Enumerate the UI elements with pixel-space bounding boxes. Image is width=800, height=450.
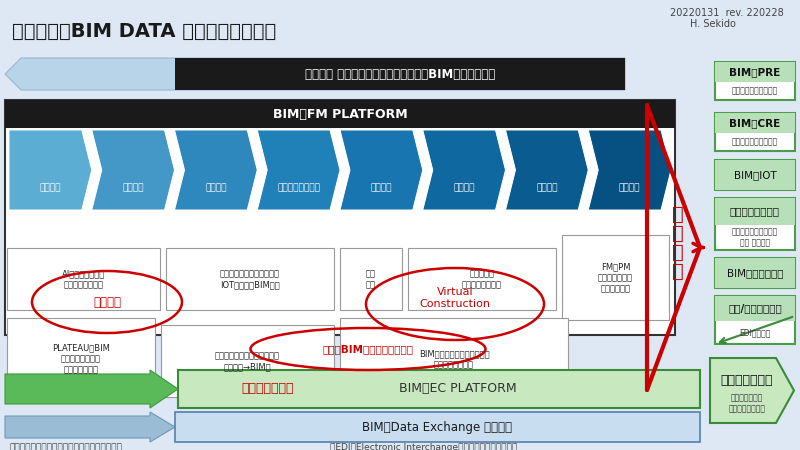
Text: BIMデータのものづくり活用
鉄筋加工連携など: BIMデータのものづくり活用 鉄筋加工連携など [418, 349, 490, 369]
Text: 統合的不動産評価: 統合的不動産評価 [730, 207, 780, 216]
Bar [715, 62, 795, 82]
Bar [408, 248, 556, 310]
Text: H. Sekido: H. Sekido [690, 19, 736, 29]
Polygon shape [710, 358, 794, 423]
Text: 合意形成: 合意形成 [93, 296, 121, 309]
Bar [161, 325, 334, 397]
Bar [715, 296, 795, 344]
Text: AIによる共同住宅
事業計画システム: AIによる共同住宅 事業計画システム [62, 269, 105, 289]
Bar [7, 248, 160, 310]
Text: 設計施工 維持管理全プロセスにおけるBIMデータの活用: 設計施工 維持管理全プロセスにおけるBIMデータの活用 [305, 68, 495, 81]
Text: アプリ大量生成
サービスの多角化: アプリ大量生成 サービスの多角化 [729, 393, 766, 414]
Bar [175, 412, 700, 442]
Bar [715, 113, 795, 133]
Polygon shape [174, 130, 258, 210]
Bar [715, 258, 795, 288]
Text: FM＋PM
ライフサイクル
マネジメント: FM＋PM ライフサイクル マネジメント [598, 262, 633, 293]
Polygon shape [506, 130, 588, 210]
Text: コンソーシアム: コンソーシアム [242, 382, 294, 396]
Bar [340, 318, 568, 400]
Text: BIM－不動産鑑定: BIM－不動産鑑定 [726, 268, 783, 278]
Text: PLATEAU＋BIM
都市的課題と個別
建築の同時検討: PLATEAU＋BIM 都市的課題と個別 建築の同時検討 [52, 343, 110, 374]
Text: シミュレーション: シミュレーション [277, 183, 320, 192]
Text: BIM－IOT: BIM－IOT [734, 170, 776, 180]
Bar [5, 100, 675, 335]
Bar [175, 58, 625, 90]
Bar [715, 198, 795, 225]
Text: 金融/物流との連携: 金融/物流との連携 [728, 303, 782, 314]
Text: ＊グラデーションの濃淡は進捗イメージを表す: ＊グラデーションの濃淡は進捗イメージを表す [10, 443, 123, 450]
Text: 20220131  rev. 220228: 20220131 rev. 220228 [670, 8, 784, 18]
Text: 近
い
将
来: 近 い 将 来 [672, 204, 684, 280]
Text: 施工計画: 施工計画 [454, 183, 475, 192]
Text: 社会インフラへ: 社会インフラへ [721, 374, 774, 387]
Text: ＊EDI：Electronic Interchange　　（電子データ交換）: ＊EDI：Electronic Interchange （電子データ交換） [330, 443, 518, 450]
Bar [178, 370, 700, 408]
Text: 室内環境シミュレーション
IOTデータ＋BIM空間: 室内環境シミュレーション IOTデータ＋BIM空間 [220, 269, 280, 289]
Bar [562, 235, 669, 320]
Text: 企画設計: 企画設計 [205, 183, 226, 192]
Text: BIM－CRE: BIM－CRE [730, 118, 781, 128]
Text: 現場管理: 現場管理 [536, 183, 558, 192]
Polygon shape [258, 130, 340, 210]
Polygon shape [5, 412, 175, 442]
Bar [166, 248, 334, 310]
Bar [715, 160, 795, 190]
Bar [715, 113, 795, 151]
Text: BIM－PRE: BIM－PRE [730, 67, 781, 77]
Text: BIM－FM PLATFORM: BIM－FM PLATFORM [273, 108, 407, 121]
Text: BIM－EC PLATFORM: BIM－EC PLATFORM [399, 382, 517, 396]
Polygon shape [588, 130, 671, 210]
Bar [5, 100, 675, 128]
Bar [715, 62, 795, 100]
Text: Virtual
Construction: Virtual Construction [419, 287, 490, 309]
Text: 社会的価値・居心地の
良さ 評価等含: 社会的価値・居心地の 良さ 評価等含 [732, 227, 778, 248]
Text: 国交省BIMモデル事業実施中: 国交省BIMモデル事業実施中 [322, 344, 414, 354]
Text: 仮設・施工
シミュレーション: 仮設・施工 シミュレーション [462, 269, 502, 289]
Text: BIM－Data Exchange サービス: BIM－Data Exchange サービス [362, 420, 513, 433]
Bar [715, 296, 795, 321]
Text: 詳細設計: 詳細設計 [370, 183, 392, 192]
Text: 事業計画: 事業計画 [40, 183, 61, 192]
Text: 免震レトロフィットへの活用
点群情報→BIM化: 免震レトロフィットへの活用 点群情報→BIM化 [215, 351, 280, 371]
Bar [715, 160, 795, 190]
Text: スターツのBIM DATA 活用～現在と将来: スターツのBIM DATA 活用～現在と将来 [12, 22, 276, 41]
Polygon shape [9, 130, 92, 210]
Polygon shape [422, 130, 506, 210]
Polygon shape [340, 130, 422, 210]
Text: EDI＊視野に: EDI＊視野に [739, 328, 770, 337]
Text: 自動
積算: 自動 積算 [366, 269, 376, 289]
Polygon shape [5, 58, 625, 90]
Bar [7, 318, 155, 400]
Text: 維持管理: 維持管理 [619, 183, 640, 192]
Polygon shape [92, 130, 174, 210]
Text: 投資判断: 投資判断 [122, 183, 144, 192]
Polygon shape [5, 370, 178, 408]
Bar [715, 198, 795, 250]
Bar [715, 258, 795, 288]
Bar [340, 248, 402, 310]
Text: （民間施設運営管理）: （民間施設運営管理） [732, 137, 778, 146]
Text: （公共施設運営管理）: （公共施設運営管理） [732, 86, 778, 95]
